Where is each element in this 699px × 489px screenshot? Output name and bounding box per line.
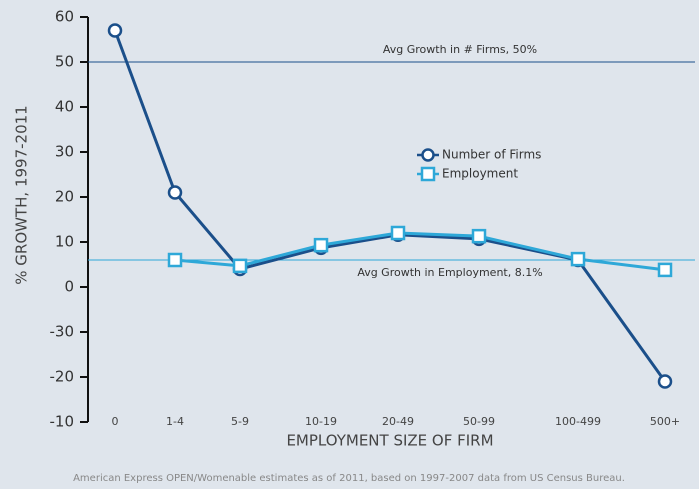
x-axis-title: EMPLOYMENT SIZE OF FIRM — [286, 432, 493, 450]
y-tick-label: -30 — [50, 323, 75, 341]
legend-marker — [421, 148, 435, 162]
y-tick-label: 60 — [55, 8, 74, 26]
y-tick-label: 10 — [55, 233, 74, 251]
marker — [657, 262, 673, 278]
y-tick-label: -20 — [50, 368, 75, 386]
x-tick-label: 0 — [112, 415, 119, 428]
x-tick-label: 10-19 — [305, 415, 337, 428]
x-tick-label: 100-499 — [555, 415, 601, 428]
x-tick-label: 500+ — [650, 415, 680, 428]
legend-marker — [420, 166, 436, 182]
y-tick-label: 50 — [55, 53, 74, 71]
x-tick-label: 1-4 — [166, 415, 184, 428]
marker — [390, 225, 406, 241]
y-tick-label: -10 — [50, 413, 75, 431]
x-tick-label: 20-49 — [382, 415, 414, 428]
marker — [167, 252, 183, 268]
y-tick-label: 20 — [55, 188, 74, 206]
marker — [107, 23, 123, 38]
x-tick-label: 5-9 — [231, 415, 249, 428]
legend-label: Number of Firms — [442, 148, 541, 162]
marker — [232, 258, 248, 274]
marker — [570, 251, 586, 267]
marker — [657, 374, 673, 389]
x-tick-label: 50-99 — [463, 415, 495, 428]
footnote: American Express OPEN/Womenable estimate… — [73, 473, 625, 484]
y-tick-label: 0 — [64, 278, 74, 296]
marker — [471, 228, 487, 244]
y-tick-label: 30 — [55, 143, 74, 161]
legend-label: Employment — [442, 167, 518, 181]
y-axis-title: % GROWTH, 1997-2011 — [13, 105, 31, 284]
marker — [167, 185, 183, 200]
marker — [313, 237, 329, 253]
reference-label: Avg Growth in Employment, 8.1% — [357, 266, 542, 279]
y-tick-label: 40 — [55, 98, 74, 116]
reference-label: Avg Growth in # Firms, 50% — [383, 43, 537, 56]
